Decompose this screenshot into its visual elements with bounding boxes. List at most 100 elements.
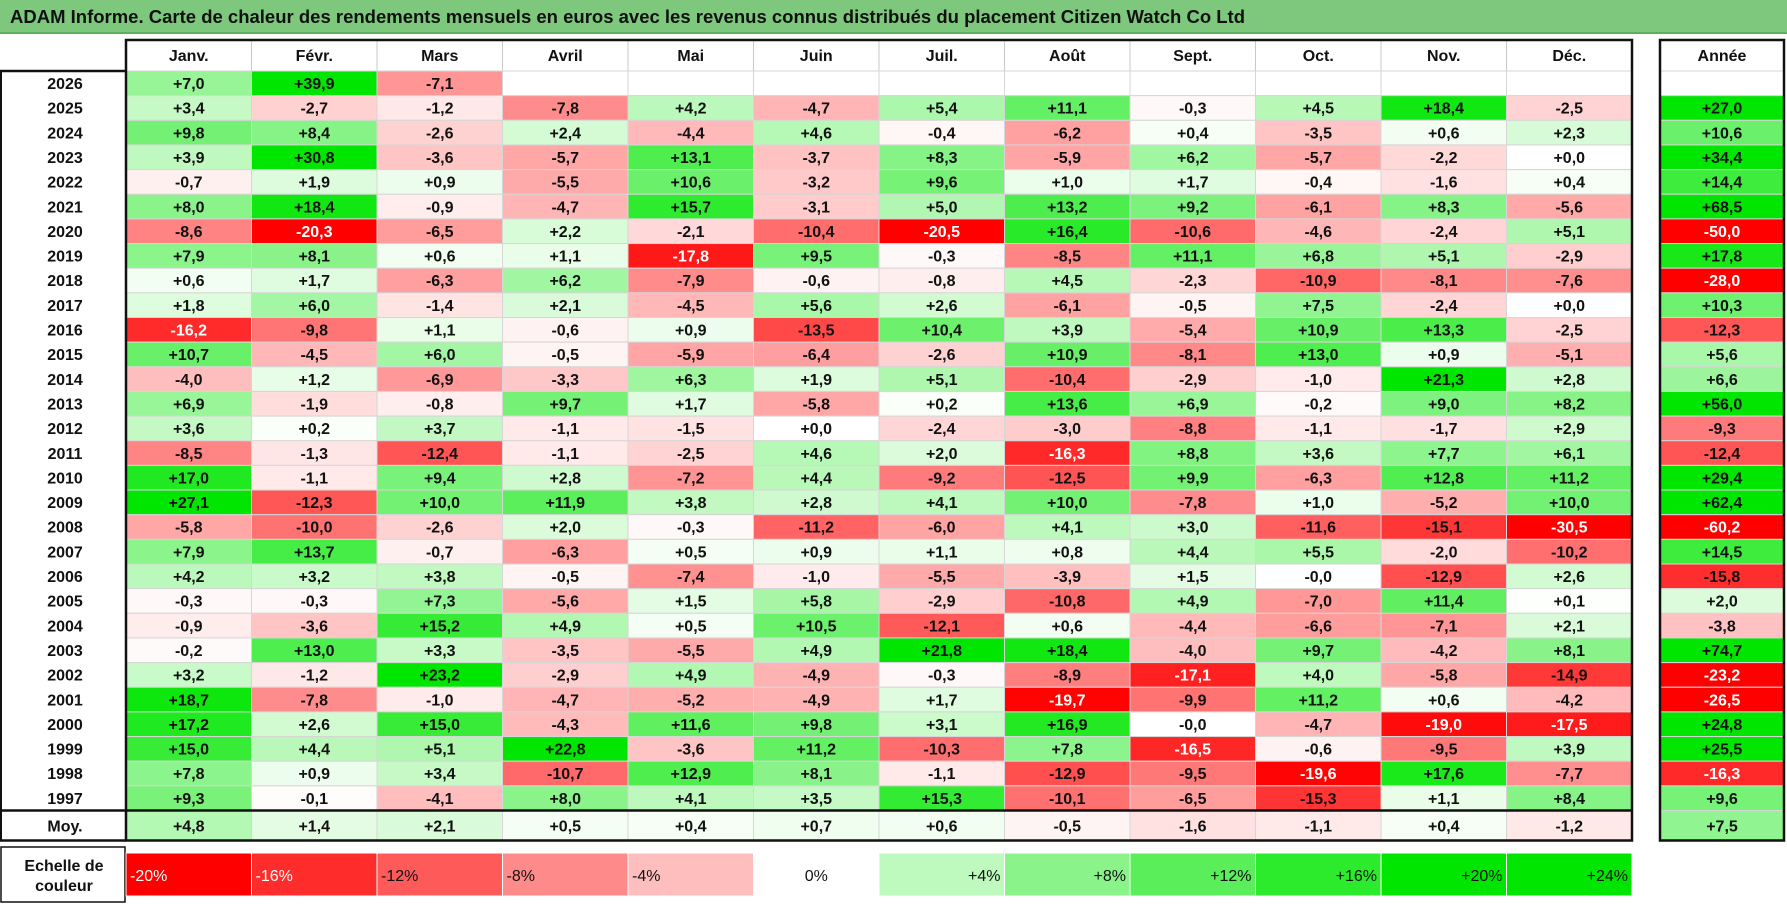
annual-cell (1659, 686, 1785, 713)
cell-value: +39,9 (294, 76, 335, 93)
annual-value: +17,8 (1702, 249, 1743, 266)
cell-value: +3,0 (1177, 520, 1209, 537)
cell-value: -0,0 (1304, 569, 1332, 586)
heatmap-cell (878, 70, 1005, 97)
cell-value: -0,6 (1304, 742, 1332, 759)
cell-value: -15,1 (1426, 520, 1463, 537)
cell-value: +1,1 (424, 323, 456, 340)
heatmap-cell (1255, 95, 1382, 121)
heatmap-cell (627, 538, 754, 565)
cell-value: +9,8 (173, 125, 205, 142)
heatmap-cell (376, 464, 503, 491)
heatmap-cell (502, 440, 629, 466)
heatmap-cell (1380, 637, 1507, 664)
cell-value: +9,6 (926, 175, 958, 192)
cell-value: +4,9 (549, 618, 581, 635)
avg-annual-cell (1659, 810, 1785, 841)
cell-value: -4,5 (300, 347, 328, 364)
annual-cell (1659, 538, 1785, 565)
cell-value: -2,6 (928, 347, 956, 364)
cell-value: +5,1 (424, 742, 456, 759)
cell-value: +2,1 (549, 298, 581, 315)
avg-value: +1,4 (298, 819, 330, 836)
scale-swatch (125, 852, 252, 897)
cell-value: +0,6 (1051, 618, 1083, 635)
cell-value: +8,1 (298, 249, 330, 266)
heatmap-cell (1380, 267, 1507, 294)
heatmap-cell (1129, 70, 1256, 97)
cell-value: +6,9 (1177, 396, 1209, 413)
heatmap-cell (878, 193, 1005, 220)
year-label: 2011 (48, 446, 83, 463)
cell-value: -12,1 (924, 618, 961, 635)
cell-value: -6,3 (426, 273, 454, 290)
year-label: 2013 (47, 396, 83, 413)
cell-value: -17,8 (673, 249, 710, 266)
heatmap-cell (502, 588, 629, 614)
heatmap-cell (878, 341, 1005, 368)
cell-value: +1,0 (1302, 495, 1334, 512)
cell-value: -1,2 (426, 101, 454, 118)
annual-cell (1659, 760, 1785, 787)
cell-value: -0,2 (175, 643, 203, 660)
cell-value: +5,6 (800, 298, 832, 315)
heatmap-cell (1506, 243, 1633, 269)
heatmap-cell (1129, 637, 1256, 664)
avg-annual-value: +7,5 (1706, 819, 1738, 836)
cell-value: +2,4 (549, 125, 581, 142)
scale-swatch (1380, 852, 1507, 897)
heatmap-cell (627, 612, 754, 639)
heatmap-cell (376, 70, 503, 97)
cell-value: -0,3 (928, 668, 956, 685)
heatmap-cell (1380, 440, 1507, 466)
heatmap-cell (1255, 711, 1382, 738)
cell-value: -4,7 (551, 692, 579, 709)
scale-swatch (878, 852, 1005, 897)
year-label: 2017 (47, 298, 83, 315)
annual-value: +2,0 (1706, 594, 1738, 611)
cell-value: -10,4 (798, 224, 835, 241)
cell-value: -6,9 (426, 372, 454, 389)
cell-value: +15,2 (420, 618, 461, 635)
cell-value: -9,2 (928, 470, 956, 487)
cell-value: -11,6 (1300, 520, 1336, 537)
heatmap-cell (1255, 119, 1382, 146)
heatmap-cell (1129, 341, 1256, 368)
cell-value: +0,9 (298, 766, 330, 783)
heatmap-cell (627, 292, 754, 319)
cell-value: -4,6 (1304, 224, 1332, 241)
scale-swatch-label: +12% (1210, 868, 1251, 885)
cell-value: +0,0 (1553, 298, 1585, 315)
heatmap-cell (1255, 538, 1382, 565)
heatmap-cell (1506, 686, 1633, 713)
year-label: 2022 (47, 175, 83, 192)
cell-value: +11,1 (1047, 101, 1087, 118)
annual-value: -3,8 (1708, 618, 1736, 635)
cell-value: +5,1 (1553, 224, 1585, 241)
heatmap-cell (753, 637, 880, 664)
heatmap-cell (627, 686, 754, 713)
cell-value: -7,8 (300, 692, 328, 709)
table-border (124, 38, 1634, 842)
heatmap-cell (502, 736, 629, 762)
heatmap-cell (1506, 612, 1633, 639)
heatmap-cell (1004, 243, 1131, 269)
cell-value: -4,7 (802, 101, 830, 118)
cell-value: -1,1 (1304, 421, 1332, 438)
cell-value: -6,0 (928, 520, 956, 537)
cell-value: -1,1 (300, 470, 328, 487)
cell-value: -3,6 (426, 150, 454, 167)
cell-value: +4,2 (173, 569, 205, 586)
year-label: 2012 (47, 421, 83, 438)
scale-swatch-label: 0% (805, 868, 828, 885)
heatmap-cell (1004, 317, 1131, 343)
cell-value: +1,7 (675, 396, 707, 413)
cell-value: +3,8 (424, 569, 456, 586)
scale-swatch (376, 852, 503, 897)
heatmap-cell (878, 612, 1005, 639)
cell-value: -0,5 (1179, 298, 1207, 315)
annual-value: +5,6 (1706, 347, 1738, 364)
avg-cell (753, 810, 880, 841)
heatmap-cell (251, 95, 378, 121)
avg-value: +4,8 (173, 819, 205, 836)
